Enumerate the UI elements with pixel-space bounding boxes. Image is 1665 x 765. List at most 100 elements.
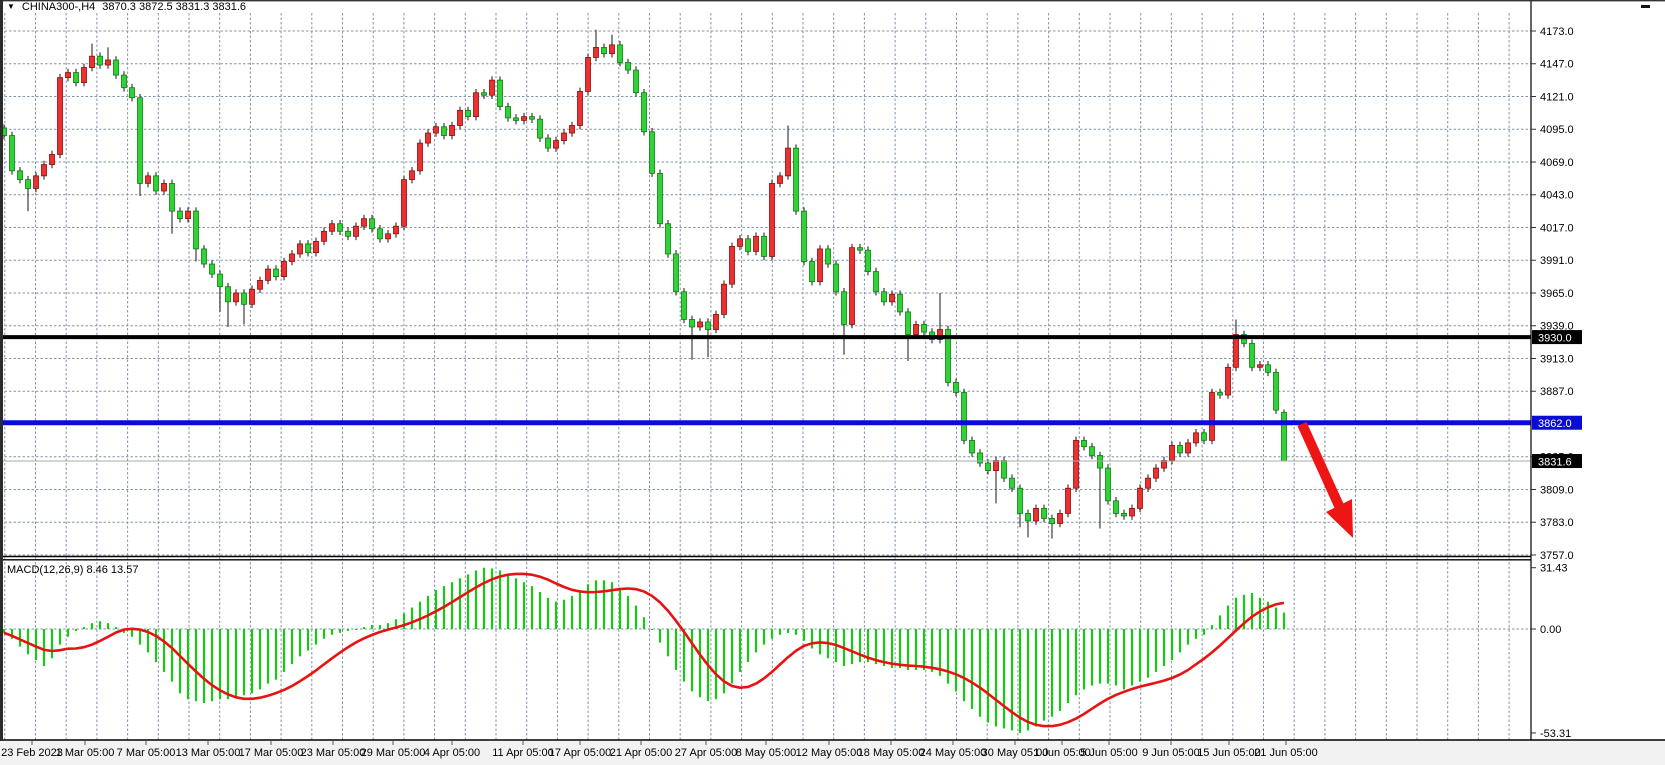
bearish-candle <box>841 291 847 325</box>
bearish-candle <box>1001 460 1007 479</box>
down-arrow-shaft[interactable] <box>1297 421 1345 511</box>
bearish-candle <box>1081 439 1087 448</box>
macd-histogram-bar <box>1003 629 1005 729</box>
time-axis[interactable] <box>0 741 1665 765</box>
macd-histogram-bar <box>619 588 621 629</box>
macd-histogram-bar <box>219 629 221 700</box>
time-tick-label: 21 Jun 05:00 <box>1254 747 1318 759</box>
macd-histogram-bar <box>1171 629 1173 661</box>
bearish-candle <box>505 106 511 119</box>
bearish-candle <box>617 44 623 63</box>
bearish-candle <box>73 72 79 84</box>
macd-histogram-bar <box>387 623 389 629</box>
macd-histogram-bar <box>1243 594 1245 629</box>
bullish-candle <box>561 132 567 141</box>
macd-histogram-bar <box>643 617 645 629</box>
bearish-candle <box>641 92 647 133</box>
macd-histogram-bar <box>963 629 965 702</box>
macd-histogram-bar <box>83 627 85 629</box>
macd-histogram-bar <box>867 629 869 663</box>
macd-histogram-bar <box>1267 601 1269 629</box>
macd-histogram-bar <box>1059 629 1061 711</box>
bearish-candle <box>1273 371 1279 411</box>
down-arrow-head[interactable] <box>1326 499 1353 538</box>
bullish-candle <box>457 109 463 126</box>
time-tick-label: 17 Mar 05:00 <box>239 747 304 759</box>
time-tick-label: 5 Jun 05:00 <box>1080 747 1138 759</box>
bullish-candle <box>817 248 823 283</box>
macd-indicator-label: MACD(12,26,9) 8.46 13.57 <box>7 564 138 576</box>
price-tick-label: 4043.0 <box>1540 190 1574 202</box>
macd-histogram-bar <box>1019 629 1021 733</box>
macd-histogram-bar <box>859 629 861 663</box>
bullish-candle <box>521 116 527 121</box>
price-tick-label: 3939.0 <box>1540 321 1574 333</box>
macd-histogram-bar <box>907 629 909 670</box>
macd-histogram-bar <box>771 629 773 639</box>
macd-histogram-bar <box>1251 592 1253 629</box>
bullish-candle <box>393 225 399 235</box>
bearish-candle <box>969 439 975 454</box>
price-tick-label: 4147.0 <box>1540 59 1574 71</box>
macd-histogram-bar <box>115 627 117 629</box>
bearish-candle <box>345 230 351 237</box>
macd-histogram-bar <box>651 629 653 630</box>
macd-histogram-bar <box>899 629 901 668</box>
macd-histogram-bar <box>915 629 917 670</box>
macd-histogram-bar <box>483 567 485 629</box>
macd-histogram-bar <box>1179 629 1181 653</box>
macd-histogram-bar <box>1043 629 1045 721</box>
bullish-candle <box>321 230 327 242</box>
macd-signal-line <box>3 572 1285 728</box>
macd-histogram-bar <box>1203 629 1205 635</box>
macd-histogram-bar <box>779 629 781 635</box>
price-tick-label: 3757.0 <box>1540 550 1574 562</box>
bullish-candle <box>593 46 599 58</box>
macd-histogram-bar <box>659 629 661 643</box>
macd-histogram-bar <box>203 629 205 704</box>
macd-histogram-bar <box>75 629 77 631</box>
price-axis[interactable] <box>1532 0 1665 740</box>
price-tick-label: 3913.0 <box>1540 353 1574 365</box>
bullish-candle <box>433 126 439 134</box>
macd-histogram-bar <box>1075 629 1077 696</box>
bearish-candle <box>1217 392 1223 396</box>
bullish-candle <box>1033 507 1039 522</box>
bearish-candle <box>681 291 687 320</box>
macd-histogram-bar <box>1091 629 1093 686</box>
bullish-candle <box>417 142 423 172</box>
macd-histogram-bar <box>299 629 301 657</box>
macd-histogram-bar <box>587 584 589 629</box>
bearish-candle <box>1097 455 1103 469</box>
bearish-candle <box>601 46 607 55</box>
symbol-dropdown-icon[interactable]: ▼ <box>7 1 15 11</box>
bearish-candle <box>225 286 231 303</box>
bullish-candle <box>1073 439 1079 489</box>
macd-histogram-bar <box>1027 629 1029 731</box>
bullish-candle <box>1193 432 1199 444</box>
price-tick-label: 3809.0 <box>1540 484 1574 496</box>
macd-histogram-bar <box>715 629 717 700</box>
macd-histogram-bar <box>3 629 5 633</box>
price-badge-label: 3862.0 <box>1538 418 1572 430</box>
price-badge-label: 3831.6 <box>1538 457 1572 469</box>
bearish-candle <box>649 131 655 174</box>
macd-histogram-bar <box>379 625 381 629</box>
price-badge <box>1532 415 1582 430</box>
bearish-candle <box>1089 446 1095 456</box>
macd-histogram-bar <box>363 627 365 629</box>
time-tick-label: 8 May 05:00 <box>736 747 797 759</box>
time-tick-label: 15 Jun 05:00 <box>1197 747 1261 759</box>
bearish-candle <box>17 170 23 181</box>
bullish-candle <box>105 59 111 66</box>
macd-histogram-bar <box>883 629 885 667</box>
macd-histogram-bar <box>475 570 477 629</box>
time-tick-label: 13 Mar 05:00 <box>176 747 241 759</box>
macd-histogram-bar <box>723 629 725 694</box>
bullish-candle <box>33 175 39 189</box>
macd-histogram-bar <box>235 629 237 698</box>
window-control-dash[interactable] <box>1641 5 1650 8</box>
bearish-candle <box>673 253 679 293</box>
macd-histogram-bar <box>179 629 181 694</box>
